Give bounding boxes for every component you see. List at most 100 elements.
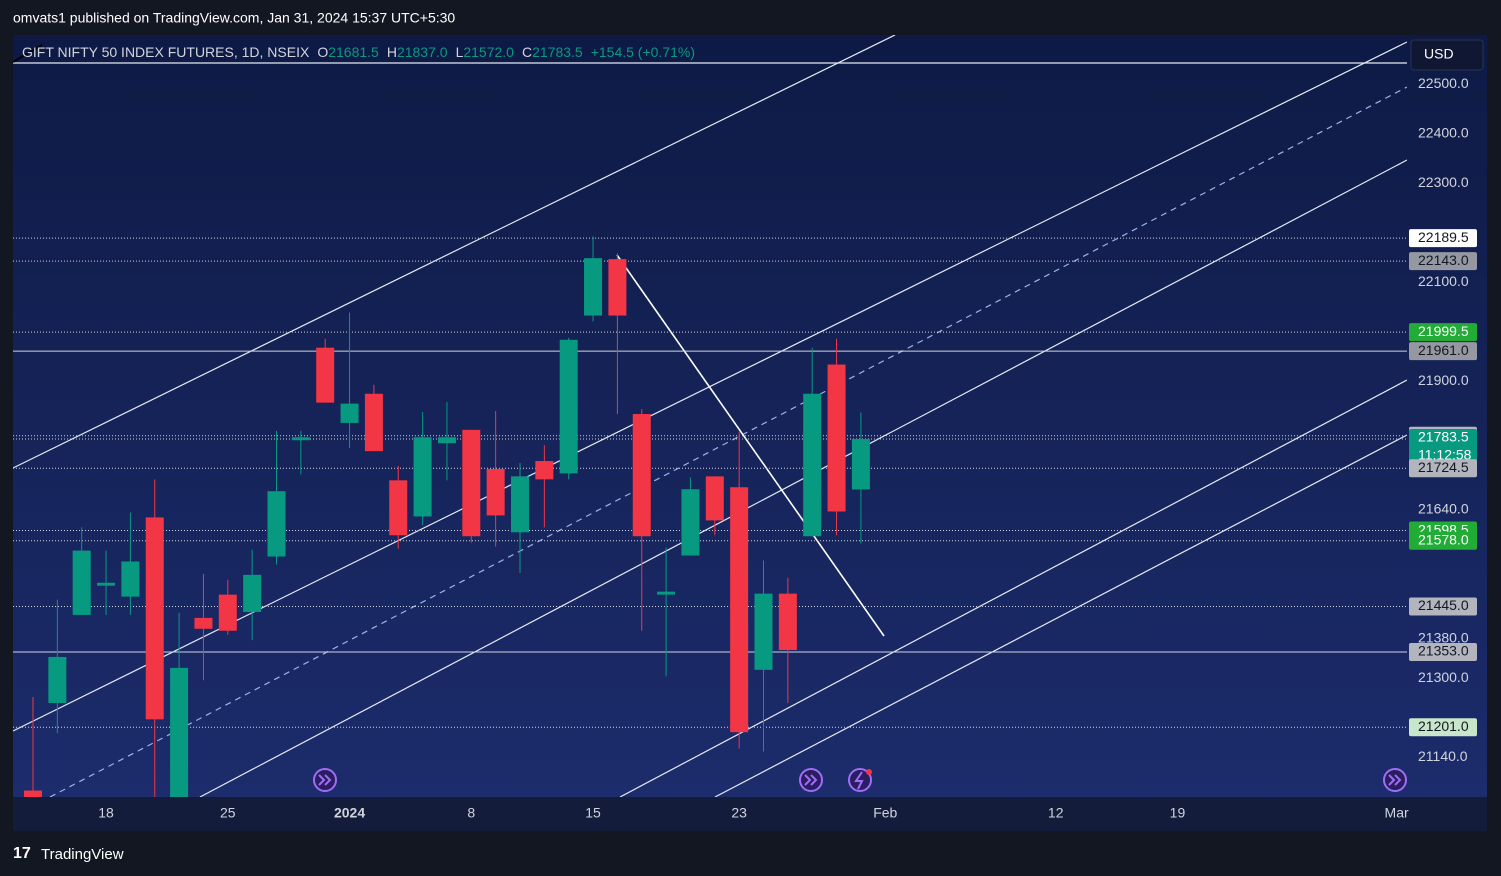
- price-label: 22143.0: [1418, 252, 1469, 268]
- candle-body: [48, 656, 67, 703]
- y-tick-label: 21900.0: [1418, 372, 1469, 388]
- candle-body: [608, 259, 627, 316]
- countdown: 11:12:58: [1418, 447, 1472, 463]
- candle-body: [340, 403, 359, 423]
- price-label-box: [1409, 342, 1477, 361]
- candle-body: [291, 437, 310, 441]
- price-label: 21445.0: [1418, 597, 1469, 613]
- channel-line: [13, 35, 896, 469]
- legend-value: 21783.5: [532, 44, 583, 60]
- y-tick-label: 21380.0: [1418, 629, 1469, 645]
- candle-body: [486, 468, 505, 516]
- candle-body: [851, 439, 870, 490]
- legend-title: GIFT NIFTY 50 INDEX FUTURES, 1D, NSEIX: [22, 44, 310, 60]
- candle-body: [803, 393, 822, 537]
- legend-value: 21572.0: [463, 44, 514, 60]
- y-tick-label: 22500.0: [1418, 75, 1469, 91]
- price-label-box: [1409, 229, 1477, 248]
- candle-body: [218, 594, 237, 631]
- candle-body: [121, 561, 140, 597]
- legend: GIFT NIFTY 50 INDEX FUTURES, 1D, NSEIX O2…: [22, 44, 695, 60]
- y-tick-label: 22400.0: [1418, 125, 1469, 141]
- price-label-box: [1409, 323, 1477, 342]
- price-label: 21961.0: [1418, 342, 1469, 358]
- currency-box[interactable]: [1410, 39, 1484, 71]
- plot-area: [13, 35, 1487, 797]
- candle-body: [511, 476, 529, 533]
- x-tick-label: 2024: [334, 805, 365, 821]
- candle-body: [170, 667, 189, 797]
- channel-line: [714, 434, 1407, 797]
- legend-key: L: [456, 44, 464, 60]
- candle-body: [145, 517, 164, 720]
- x-tick-label: Mar: [1385, 805, 1409, 821]
- x-tick-label: Feb: [873, 805, 897, 821]
- event-icons: [313, 768, 1407, 792]
- header: omvats1 published on TradingView.com, Ja…: [13, 10, 455, 26]
- x-tick-label: 19: [1170, 805, 1186, 821]
- legend-key: H: [387, 44, 397, 60]
- candle-body: [316, 347, 335, 403]
- legend-value: 21837.0: [397, 44, 448, 60]
- price-axis: 22500.0 22400.0 22300.0 22100.0 21900.0 21640…: [1409, 75, 1477, 764]
- candle-body: [72, 550, 91, 615]
- candle-body: [754, 593, 773, 670]
- price-label: 21353.0: [1418, 643, 1469, 659]
- candle-body: [194, 617, 213, 629]
- y-tick-label: 22100.0: [1418, 273, 1469, 289]
- candle-body: [584, 258, 603, 316]
- legend-key: O: [317, 44, 328, 60]
- price-label: 21578.0: [1418, 531, 1469, 547]
- x-tick-label: 15: [585, 805, 601, 821]
- candle-body: [97, 582, 116, 586]
- candle-body: [437, 437, 456, 444]
- brand: TradingView: [41, 846, 124, 863]
- candle-body: [364, 393, 383, 452]
- price-label: 21724.5: [1418, 459, 1469, 475]
- candle-body: [462, 429, 481, 537]
- x-tick-label: 8: [467, 805, 475, 821]
- y-tick-label: 21640.0: [1418, 501, 1469, 517]
- candle-body: [778, 593, 797, 651]
- y-tick-label: 21140.0: [1418, 748, 1468, 764]
- candle-body: [389, 480, 408, 536]
- ray: [13, 44, 43, 63]
- price-label-box: [1409, 643, 1477, 662]
- brand-logo: 17: [13, 845, 31, 862]
- price-label-box: [1409, 597, 1477, 616]
- legend-key: C: [522, 44, 532, 60]
- y-tick-label: 21300.0: [1418, 669, 1469, 685]
- candle-body: [827, 364, 846, 512]
- trend-line: [616, 254, 885, 637]
- candle-body: [657, 591, 676, 595]
- x-tick-label: 12: [1048, 805, 1064, 821]
- x-tick-label: 25: [220, 805, 236, 821]
- legend-value: 21681.5: [328, 44, 379, 60]
- price-label-box: [1409, 459, 1477, 478]
- price-label: 21201.0: [1418, 718, 1469, 734]
- price-label-box: [1409, 718, 1477, 737]
- time-axis: [13, 797, 1487, 831]
- price-label: 21999.5: [1418, 323, 1469, 339]
- channel-mid: [49, 86, 1407, 797]
- price-label-box: [1409, 252, 1477, 271]
- legend-change: +154.5 (+0.71%): [591, 44, 695, 60]
- candle-body: [705, 476, 724, 521]
- candles: [13, 236, 1407, 797]
- x-tick-label: 18: [98, 805, 114, 821]
- candle-body: [24, 790, 42, 797]
- candle-body: [535, 461, 554, 480]
- candle-body: [681, 489, 700, 556]
- candle-body: [559, 339, 578, 474]
- candle-body: [413, 437, 432, 517]
- candle-body: [730, 487, 749, 733]
- candle-body: [632, 414, 651, 537]
- candle-body: [243, 574, 262, 612]
- currency[interactable]: USD: [1424, 46, 1454, 62]
- price-label: 22189.5: [1418, 229, 1469, 245]
- x-tick-label: 23: [731, 805, 747, 821]
- price-label: 21783.5: [1418, 429, 1469, 445]
- candle-body: [267, 491, 286, 557]
